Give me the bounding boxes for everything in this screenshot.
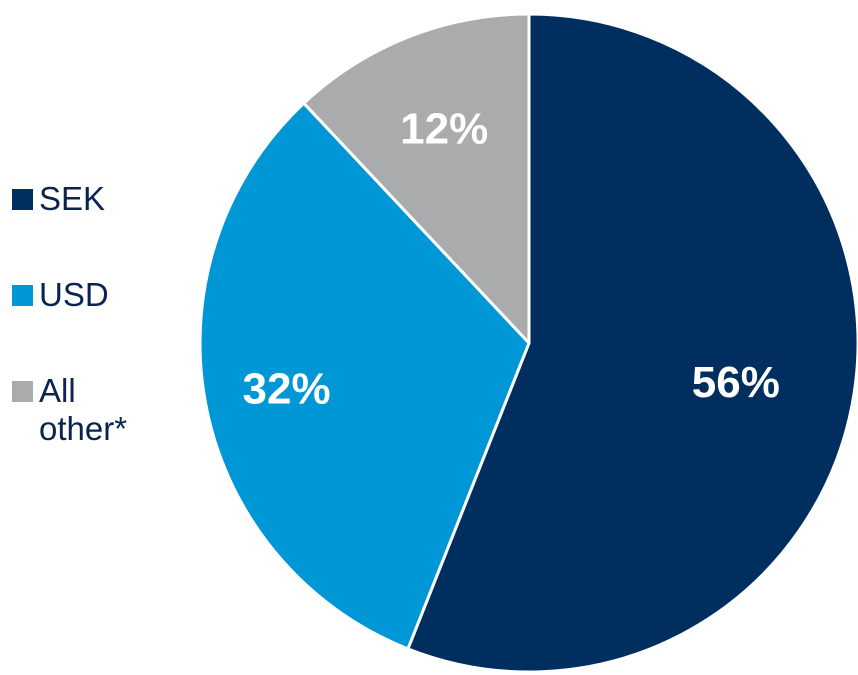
legend-swatch-sek xyxy=(12,189,33,210)
pie-slice-sek xyxy=(406,12,858,674)
chart-legend: SEK USD All other* xyxy=(12,180,182,468)
legend-label-sek: SEK xyxy=(39,180,106,217)
legend-item-sek: SEK xyxy=(12,180,182,276)
legend-label-usd: USD xyxy=(39,276,109,313)
pie-slice-all-other xyxy=(302,12,531,345)
legend-item-usd: USD xyxy=(12,276,182,372)
legend-swatch-usd xyxy=(12,285,33,306)
data-label-all-other: 12% xyxy=(400,104,488,153)
pie-slice-usd xyxy=(198,101,531,651)
data-label-sek: 56% xyxy=(692,358,780,407)
data-label-usd: 32% xyxy=(243,365,331,414)
legend-swatch-all-other xyxy=(12,381,33,402)
legend-item-all-other: All other* xyxy=(12,372,182,468)
legend-label-all-other: All other* xyxy=(39,372,128,447)
